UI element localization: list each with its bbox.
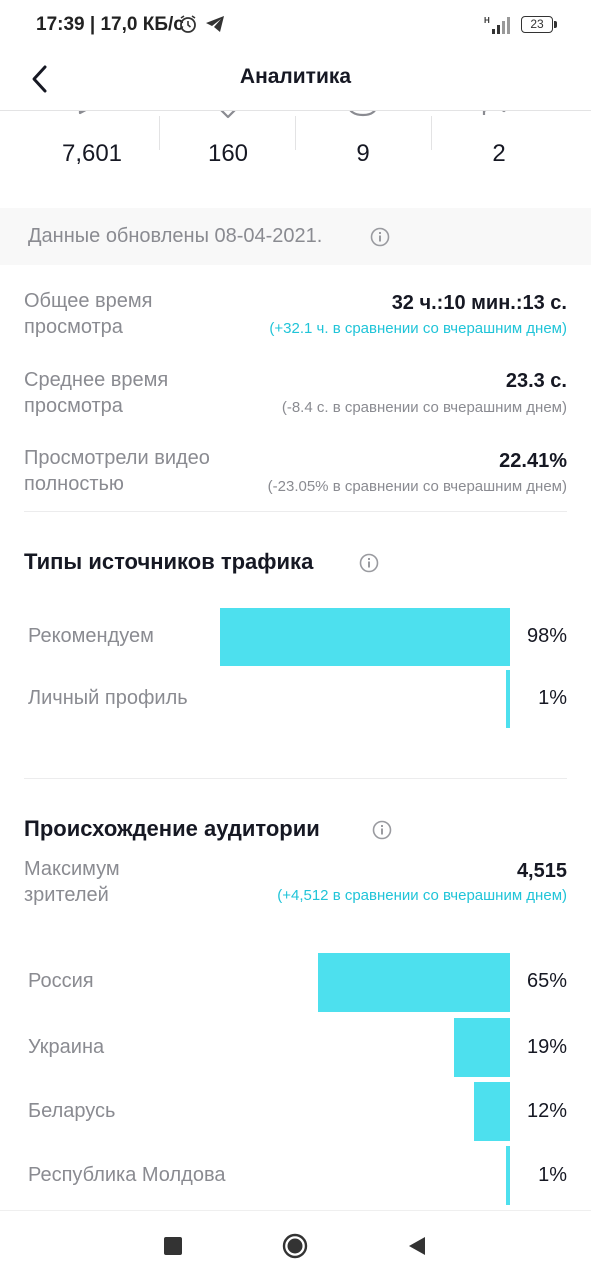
app-header: Аналитика xyxy=(0,50,591,111)
stat-views: 7,601 xyxy=(61,140,123,167)
play-icon xyxy=(78,111,87,115)
country-percent: 19% xyxy=(526,1036,567,1058)
max-viewers-change: (+4,512 в сравнении со вчерашним днем) xyxy=(277,887,567,904)
max-viewers-value: 4,515 xyxy=(516,860,567,882)
back-button[interactable] xyxy=(26,62,56,96)
country-percent: 1% xyxy=(538,1164,567,1186)
divider xyxy=(159,116,160,150)
audience-section-title: Происхождение аудитории xyxy=(24,816,320,841)
back-triangle-icon[interactable] xyxy=(405,1235,427,1257)
metric-change-full-watch: (-23.05% в сравнении со вчерашним днем) xyxy=(267,478,567,495)
traffic-bar xyxy=(219,608,510,666)
country-percent: 12% xyxy=(526,1100,567,1122)
share-icon xyxy=(482,111,506,115)
metric-change-avg-watch: (-8.4 с. в сравнении со вчерашним днем) xyxy=(281,399,567,416)
signal-icon: H xyxy=(484,16,510,34)
stat-comments: 9 xyxy=(356,140,370,167)
section-divider xyxy=(24,778,567,779)
stats-row: 7,601 160 9 2 xyxy=(0,111,591,208)
metric-value-avg-watch: 23.3 с. xyxy=(505,370,567,392)
traffic-label: Личный профиль xyxy=(28,687,188,709)
stat-likes: 160 xyxy=(207,140,249,167)
status-bar: 17:39 | 17,0 КБ/с H 23 xyxy=(0,0,591,50)
info-icon[interactable] xyxy=(372,820,392,840)
info-icon[interactable] xyxy=(370,227,390,247)
comment-icon xyxy=(349,111,376,117)
status-time: 17:39 | 17,0 КБ/с xyxy=(36,14,184,35)
section-divider xyxy=(24,511,567,512)
heart-icon xyxy=(220,111,236,119)
country-label: Республика Молдова xyxy=(28,1164,226,1186)
country-bar xyxy=(317,953,510,1012)
updated-text: Данные обновлены 08-04-2021. xyxy=(28,225,323,247)
metric-value-full-watch: 22.41% xyxy=(499,450,567,472)
divider xyxy=(295,116,296,150)
metric-label-full-watch: Просмотрели видео полностью xyxy=(24,447,210,495)
traffic-percent: 1% xyxy=(538,687,567,709)
traffic-percent: 98% xyxy=(526,625,567,647)
home-circle-icon[interactable] xyxy=(282,1233,308,1259)
info-icon[interactable] xyxy=(359,553,379,573)
country-bar xyxy=(474,1082,510,1141)
metric-value-total-watch: 32 ч.:10 мин.:13 с. xyxy=(391,292,567,314)
max-viewers-label: Максимум зрителей xyxy=(24,858,120,906)
recents-square-icon[interactable] xyxy=(164,1237,182,1255)
telegram-icon xyxy=(206,16,224,32)
country-bar xyxy=(506,1146,510,1205)
system-nav-bar xyxy=(0,1210,591,1281)
metric-label-total-watch: Общее время просмотра xyxy=(24,290,153,338)
battery-icon: 23 xyxy=(521,16,553,33)
page-title: Аналитика xyxy=(239,65,352,88)
svg-text:H: H xyxy=(484,16,490,25)
country-bar xyxy=(453,1018,510,1077)
country-label: Россия xyxy=(28,970,94,992)
metric-label-avg-watch: Среднее время просмотра xyxy=(24,369,169,417)
metric-change-total-watch: (+32.1 ч. в сравнении со вчерашним днем) xyxy=(269,320,567,337)
stat-shares: 2 xyxy=(492,140,506,167)
alarm-icon xyxy=(180,15,196,33)
updated-banner: Данные обновлены 08-04-2021. xyxy=(0,208,591,265)
country-label: Украина xyxy=(28,1036,105,1058)
divider xyxy=(431,116,432,150)
country-percent: 65% xyxy=(526,970,567,992)
battery-tip xyxy=(554,21,557,28)
traffic-section-title: Типы источников трафика xyxy=(24,549,314,574)
country-label: Беларусь xyxy=(28,1100,116,1122)
traffic-bar xyxy=(506,670,510,728)
traffic-label: Рекомендуем xyxy=(28,625,154,647)
